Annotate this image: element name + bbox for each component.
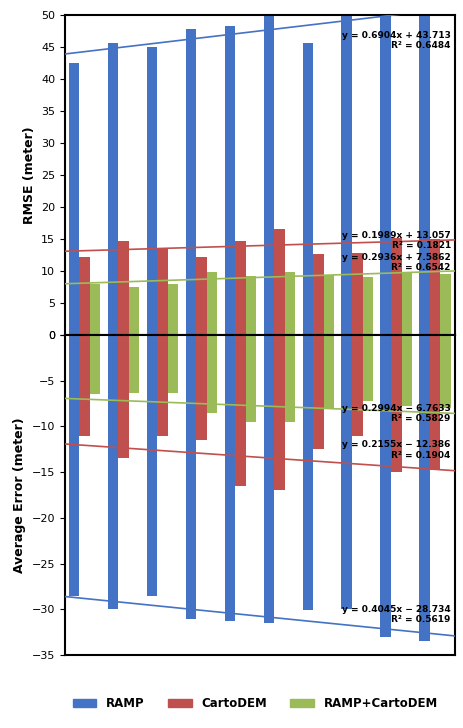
Bar [380,15,390,335]
Bar [284,335,294,422]
Bar [362,277,372,335]
Bar [107,335,118,609]
Bar [390,335,400,472]
Y-axis label: Average Error (meter): Average Error (meter) [13,417,26,573]
Bar [79,257,89,335]
Bar [235,335,245,486]
Bar [323,275,333,335]
Bar [439,274,450,335]
Bar [206,272,217,335]
Bar [146,47,157,335]
Bar [284,272,294,335]
Bar [362,335,372,401]
Bar [429,239,439,335]
Bar [107,44,118,335]
Text: y = 0.1989x + 13.057
R² = 0.1821: y = 0.1989x + 13.057 R² = 0.1821 [341,231,450,250]
Bar [341,335,351,609]
Bar [128,287,139,335]
Bar [89,284,100,335]
Text: y = 0.2155x − 12.386
R² = 0.1904: y = 0.2155x − 12.386 R² = 0.1904 [342,440,450,459]
Text: y = 0.2936x + 7.5862
R² = 0.6542: y = 0.2936x + 7.5862 R² = 0.6542 [341,253,450,272]
Bar [274,229,284,335]
Bar [400,335,411,406]
Bar [185,335,196,619]
Bar [79,335,89,435]
Bar [196,257,206,335]
Bar [157,248,167,335]
Bar [274,335,284,491]
Text: y = 0.4045x − 28.734
R² = 0.5619: y = 0.4045x − 28.734 R² = 0.5619 [341,605,450,625]
Bar [351,335,362,435]
Bar [118,242,128,335]
Legend: RAMP, CartoDEM, RAMP+CartoDEM: RAMP, CartoDEM, RAMP+CartoDEM [68,692,442,715]
Bar [302,44,313,335]
Bar [89,335,100,395]
Bar [302,335,313,610]
Bar [245,276,256,335]
Bar [69,335,79,596]
Bar [380,335,390,637]
Bar [439,335,450,408]
Bar [245,335,256,422]
Bar [157,335,167,435]
Bar [429,335,439,470]
Bar [313,253,323,335]
Bar [235,241,245,335]
Bar [167,284,178,335]
Y-axis label: RMSE (meter): RMSE (meter) [23,126,36,223]
Bar [419,15,429,335]
Bar [206,335,217,413]
Text: y = 0.6904x + 43.713
R² = 0.6484: y = 0.6904x + 43.713 R² = 0.6484 [341,31,450,50]
Text: y = 0.2994x − 6.7633
R² = 0.5829: y = 0.2994x − 6.7633 R² = 0.5829 [341,403,450,423]
Bar [400,273,411,335]
Bar [419,335,429,641]
Bar [224,26,235,335]
Bar [69,63,79,335]
Bar [196,335,206,440]
Bar [167,335,178,392]
Bar [224,335,235,621]
Bar [263,15,274,335]
Bar [118,335,128,459]
Bar [146,335,157,596]
Bar [390,237,400,335]
Bar [185,28,196,335]
Bar [351,253,362,335]
Bar [323,335,333,408]
Bar [263,335,274,623]
Bar [341,15,351,335]
Bar [128,335,139,392]
Bar [313,335,323,449]
